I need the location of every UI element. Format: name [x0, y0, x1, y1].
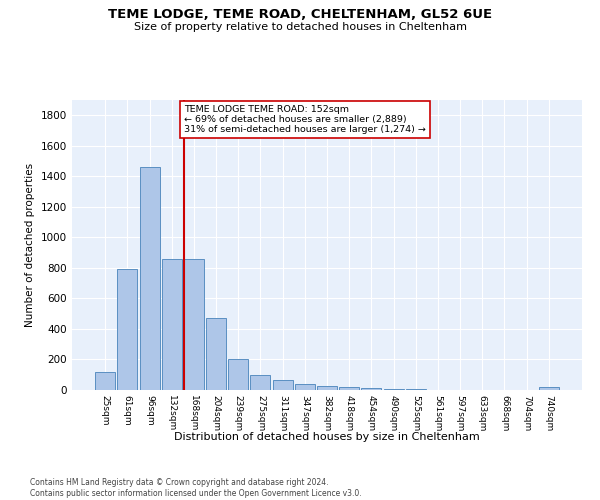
Text: Contains HM Land Registry data © Crown copyright and database right 2024.
Contai: Contains HM Land Registry data © Crown c… — [30, 478, 362, 498]
Bar — [272, 380, 293, 390]
Text: TEME LODGE, TEME ROAD, CHELTENHAM, GL52 6UE: TEME LODGE, TEME ROAD, CHELTENHAM, GL52 … — [108, 8, 492, 20]
Text: TEME LODGE TEME ROAD: 152sqm
← 69% of detached houses are smaller (2,889)
31% of: TEME LODGE TEME ROAD: 152sqm ← 69% of de… — [184, 104, 426, 134]
Bar — [95, 372, 115, 390]
Bar — [383, 389, 404, 390]
Bar — [140, 167, 160, 390]
Bar — [228, 360, 248, 390]
Bar — [317, 386, 337, 390]
Y-axis label: Number of detached properties: Number of detached properties — [25, 163, 35, 327]
Bar — [295, 384, 315, 390]
Bar — [184, 258, 204, 390]
Bar — [206, 318, 226, 390]
Bar — [339, 386, 359, 390]
Bar — [406, 389, 426, 390]
Bar — [250, 374, 271, 390]
Bar — [162, 258, 182, 390]
Bar — [118, 268, 137, 390]
Text: Distribution of detached houses by size in Cheltenham: Distribution of detached houses by size … — [174, 432, 480, 442]
Bar — [539, 388, 559, 390]
Bar — [361, 388, 382, 390]
Text: Size of property relative to detached houses in Cheltenham: Size of property relative to detached ho… — [133, 22, 467, 32]
